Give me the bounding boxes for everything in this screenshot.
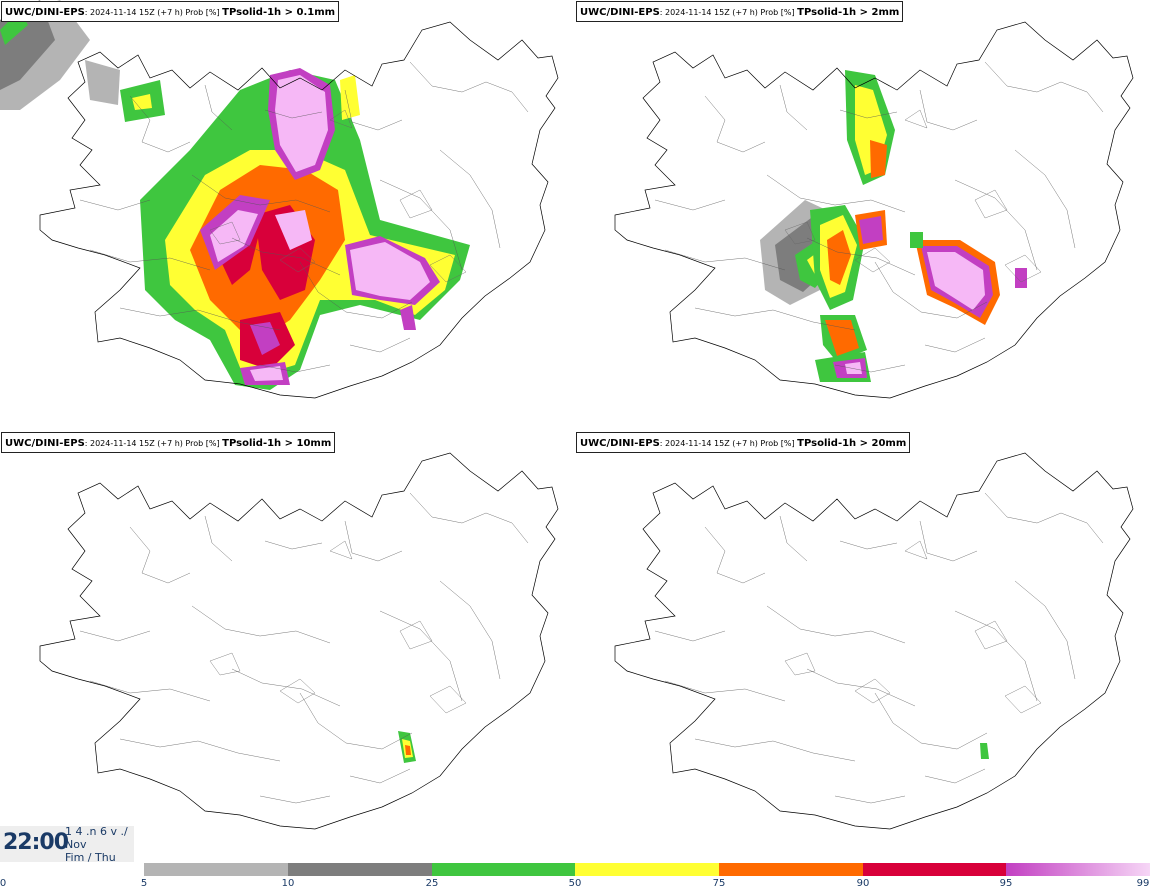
run-info: : 2024-11-14 15Z (+7 h) Prob [%] <box>659 8 798 17</box>
valid-date-weekday: Fim / Thu <box>65 851 116 864</box>
legend-swatch-95-99 <box>1006 863 1150 876</box>
panel-title-3: UWC/DINI-EPS: 2024-11-14 15Z (+7 h) Prob… <box>1 432 336 453</box>
legend-tick-5: 5 <box>141 878 147 889</box>
legend-tick-75: 75 <box>713 878 726 889</box>
legend-tick-10: 10 <box>282 878 295 889</box>
legend-swatch-25-50 <box>432 863 575 876</box>
variable-threshold: TPsolid-1h > 10mm <box>222 438 332 449</box>
map-panel-1: UWC/DINI-EPS: 2024-11-14 15Z (+7 h) Prob… <box>0 0 575 431</box>
legend-swatch-75-90 <box>719 863 863 876</box>
model-name: UWC/DINI-EPS <box>5 438 85 449</box>
map-panel-4: UWC/DINI-EPS: 2024-11-14 15Z (+7 h) Prob… <box>575 431 1150 862</box>
variable-threshold: TPsolid-1h > 20mm <box>797 438 907 449</box>
probability-map-4 <box>614 452 1134 830</box>
model-name: UWC/DINI-EPS <box>5 7 85 18</box>
legend-tick-50: 50 <box>569 878 582 889</box>
run-info: : 2024-11-14 15Z (+7 h) Prob [%] <box>84 8 223 17</box>
legend-swatch-50-75 <box>575 863 719 876</box>
map-panel-2: UWC/DINI-EPS: 2024-11-14 15Z (+7 h) Prob… <box>575 0 1150 431</box>
probability-map-2 <box>614 21 1134 399</box>
valid-time-box: 22:00 1 4 .n 6 v ./ Nov Fim / Thu <box>0 825 134 864</box>
panel-title-2: UWC/DINI-EPS: 2024-11-14 15Z (+7 h) Prob… <box>576 1 904 22</box>
model-name: UWC/DINI-EPS <box>580 438 660 449</box>
valid-date-line1: 1 4 .n 6 v ./ <box>65 825 128 838</box>
valid-date-month: Nov <box>65 838 87 851</box>
legend-tick-90: 90 <box>857 878 870 889</box>
run-info: : 2024-11-14 15Z (+7 h) Prob [%] <box>659 439 798 448</box>
panel-title-1: UWC/DINI-EPS: 2024-11-14 15Z (+7 h) Prob… <box>1 1 340 22</box>
variable-threshold: TPsolid-1h > 2mm <box>797 7 900 18</box>
map-panel-3: UWC/DINI-EPS: 2024-11-14 15Z (+7 h) Prob… <box>0 431 575 862</box>
probability-field-3 <box>398 731 416 763</box>
probability-field-2 <box>760 70 1027 382</box>
legend-swatch-10-25 <box>288 863 432 876</box>
probability-field-4 <box>980 743 989 759</box>
valid-time: 22:00 <box>3 830 69 855</box>
probability-map-1 <box>0 0 559 399</box>
legend-colorbar: 0 5 10 25 50 75 90 95 99 <box>0 863 1150 889</box>
panel-title-4: UWC/DINI-EPS: 2024-11-14 15Z (+7 h) Prob… <box>576 432 911 453</box>
legend-tick-99: 99 <box>1137 878 1150 889</box>
run-info: : 2024-11-14 15Z (+7 h) Prob [%] <box>84 439 223 448</box>
legend-swatch-90-95 <box>863 863 1006 876</box>
variable-threshold: TPsolid-1h > 0.1mm <box>222 7 336 18</box>
legend-tick-0: 0 <box>0 878 6 889</box>
probability-field-1 <box>0 0 470 390</box>
probability-map-3 <box>39 452 559 830</box>
legend-tick-95: 95 <box>1000 878 1013 889</box>
legend-tick-25: 25 <box>426 878 439 889</box>
legend-swatch-5-10 <box>144 863 288 876</box>
model-name: UWC/DINI-EPS <box>580 7 660 18</box>
